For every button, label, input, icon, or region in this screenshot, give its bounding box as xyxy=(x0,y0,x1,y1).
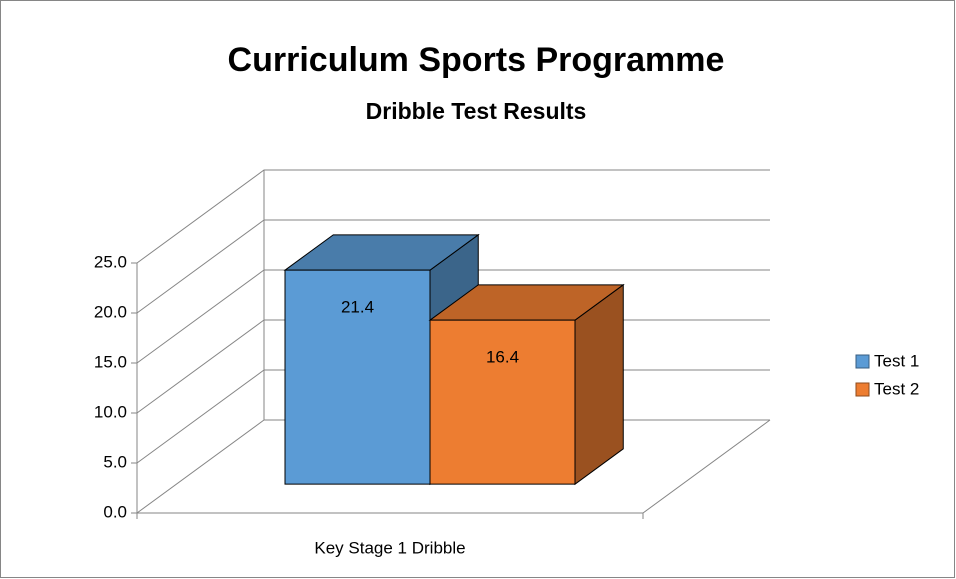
y-tick-label: 0.0 xyxy=(103,502,127,521)
data-label: 21.4 xyxy=(341,298,374,317)
bar xyxy=(284,269,431,485)
legend-label: Test 1 xyxy=(874,351,919,370)
y-tick-label: 15.0 xyxy=(94,352,127,371)
bar xyxy=(429,319,576,485)
legend-swatch xyxy=(855,354,870,369)
chart-subtitle: Dribble Test Results xyxy=(366,98,587,124)
chart-title: Curriculum Sports Programme xyxy=(228,41,725,79)
legend-swatch xyxy=(855,382,870,397)
y-tick-label: 20.0 xyxy=(94,302,127,321)
grid-line xyxy=(136,269,770,364)
y-tick-label: 10.0 xyxy=(94,402,127,421)
legend-label: Test 2 xyxy=(874,379,919,398)
y-tick-label: 25.0 xyxy=(94,252,127,271)
grid-line xyxy=(136,169,770,264)
grid-line xyxy=(136,219,770,314)
data-label: 16.4 xyxy=(486,348,519,367)
x-tick-label: Key Stage 1 Dribble xyxy=(314,538,465,557)
y-tick-label: 5.0 xyxy=(103,452,127,471)
